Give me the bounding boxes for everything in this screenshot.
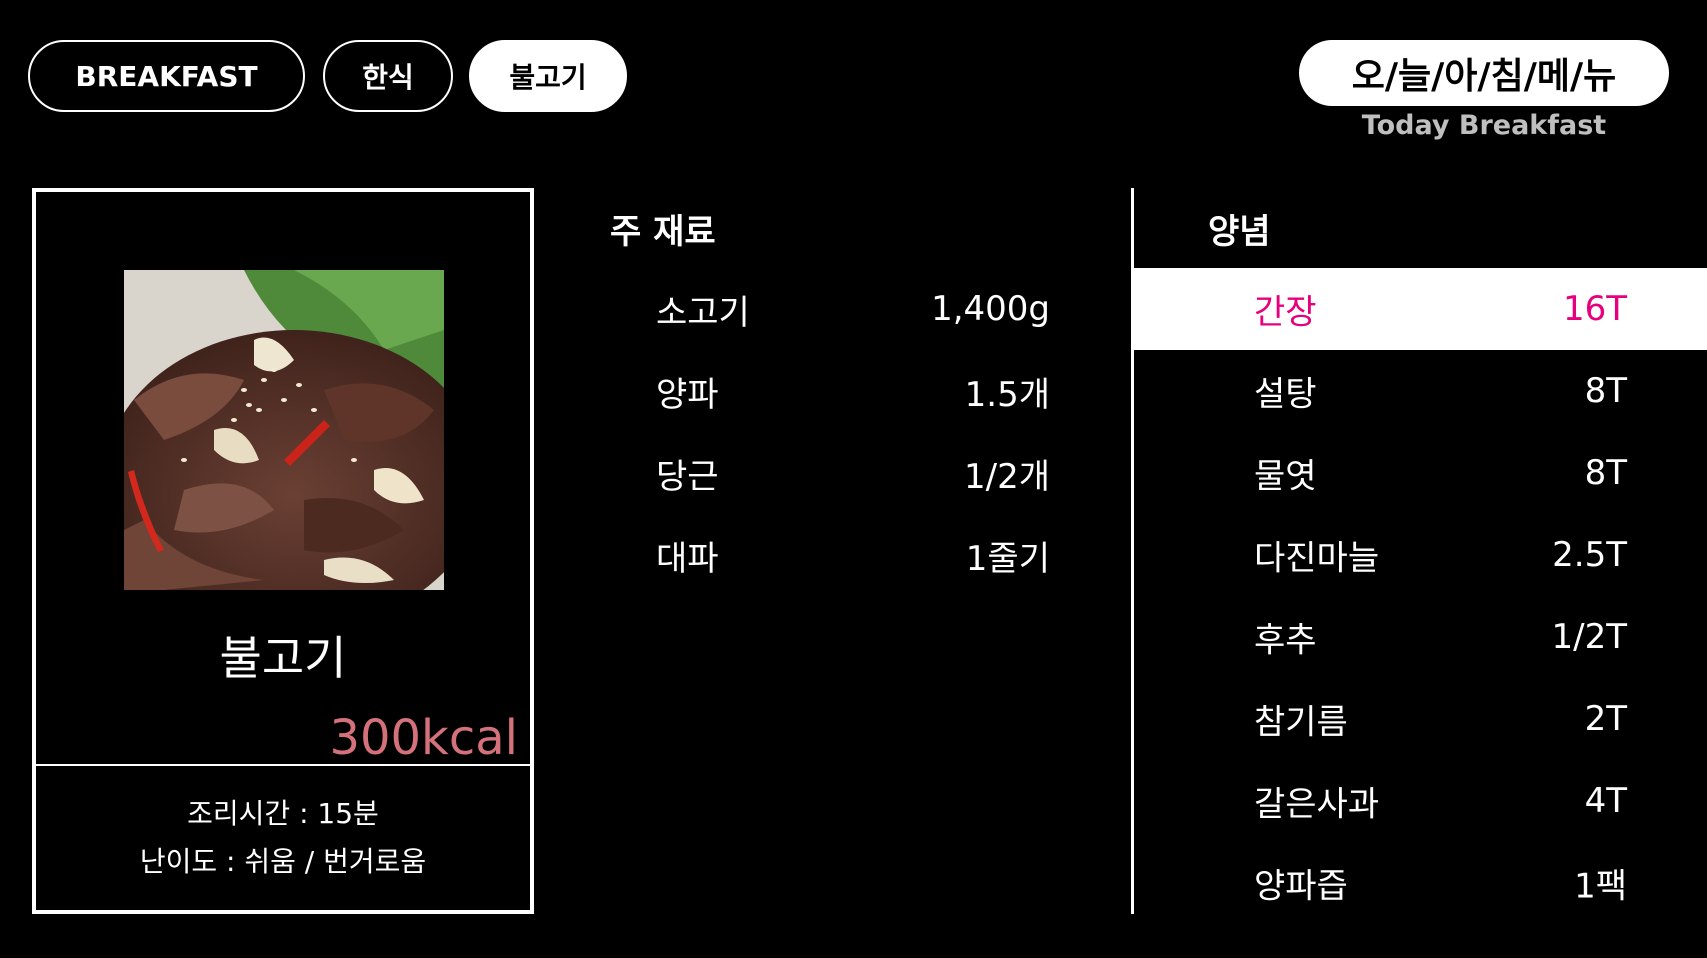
- dish-name: 불고기: [219, 631, 347, 685]
- seasoning-row: 간장 16T: [1134, 268, 1707, 350]
- card-divider: [36, 764, 530, 766]
- seasoning-amount: 1팩: [1574, 866, 1627, 907]
- seasoning-name: 양파즙: [1254, 866, 1348, 907]
- seasoning-name: 간장: [1254, 292, 1317, 333]
- seasoning-name: 물엿: [1254, 456, 1317, 497]
- dish-calories: 300kcal: [329, 710, 518, 766]
- seasoning-amount: 16T: [1562, 289, 1627, 329]
- menu-card: 불고기 300kcal 조리시간 : 15분 난이도 : 쉬움 / 번거로움: [32, 188, 534, 914]
- ingredient-row: 당근 1/2개: [656, 432, 1050, 514]
- category-pill-breakfast[interactable]: BREAKFAST: [28, 40, 305, 112]
- main-ingredients-title: 주 재료: [610, 212, 716, 252]
- dish-info: 조리시간 : 15분 난이도 : 쉬움 / 번거로움: [36, 790, 530, 886]
- seasoning-name: 설탕: [1254, 374, 1317, 415]
- page-title: 오/늘/아/침/메/뉴: [1299, 40, 1669, 106]
- ingredient-row: 대파 1줄기: [656, 514, 1050, 596]
- ingredient-name: 소고기: [656, 292, 750, 333]
- seasoning-name: 갈은사과: [1254, 784, 1380, 825]
- seasoning-title: 양념: [1208, 212, 1271, 252]
- seasoning-row: 갈은사과 4T: [1134, 760, 1707, 842]
- ingredient-name: 당근: [656, 456, 719, 497]
- page-subtitle: Today Breakfast: [1361, 110, 1607, 141]
- ingredient-amount: 1/2개: [964, 456, 1050, 497]
- cook-time: 조리시간 : 15분: [187, 797, 379, 830]
- seasoning-row: 다진마늘 2.5T: [1134, 514, 1707, 596]
- ingredient-row: 소고기 1,400g: [656, 268, 1050, 350]
- seasoning-name: 다진마늘: [1254, 538, 1380, 579]
- ingredient-name: 대파: [656, 538, 719, 579]
- seasoning-name: 후추: [1254, 620, 1317, 661]
- column-divider: [1131, 188, 1134, 914]
- ingredient-name: 양파: [656, 374, 719, 415]
- category-pill-bulgogi[interactable]: 불고기: [469, 40, 627, 112]
- seasoning-amount: 8T: [1584, 453, 1627, 493]
- ingredient-amount: 1,400g: [931, 289, 1050, 329]
- seasoning-amount: 8T: [1584, 371, 1627, 411]
- seasoning-row: 후추 1/2T: [1134, 596, 1707, 678]
- ingredient-amount: 1줄기: [965, 538, 1050, 579]
- dish-photo: [124, 270, 444, 590]
- seasoning-row: 참기름 2T: [1134, 678, 1707, 760]
- seasoning-amount: 2.5T: [1552, 535, 1627, 575]
- seasoning-amount: 2T: [1584, 699, 1627, 739]
- seasoning-row: 설탕 8T: [1134, 350, 1707, 432]
- seasoning-amount: 4T: [1584, 781, 1627, 821]
- seasoning-amount: 1/2T: [1551, 617, 1628, 657]
- category-pill-korean[interactable]: 한식: [323, 40, 453, 112]
- seasoning-row: 양파즙 1팩: [1134, 842, 1707, 924]
- ingredient-row: 양파 1.5개: [656, 350, 1050, 432]
- difficulty: 난이도 : 쉬움 / 번거로움: [139, 845, 427, 878]
- ingredient-amount: 1.5개: [964, 374, 1050, 415]
- seasoning-row: 물엿 8T: [1134, 432, 1707, 514]
- seasoning-name: 참기름: [1254, 702, 1348, 743]
